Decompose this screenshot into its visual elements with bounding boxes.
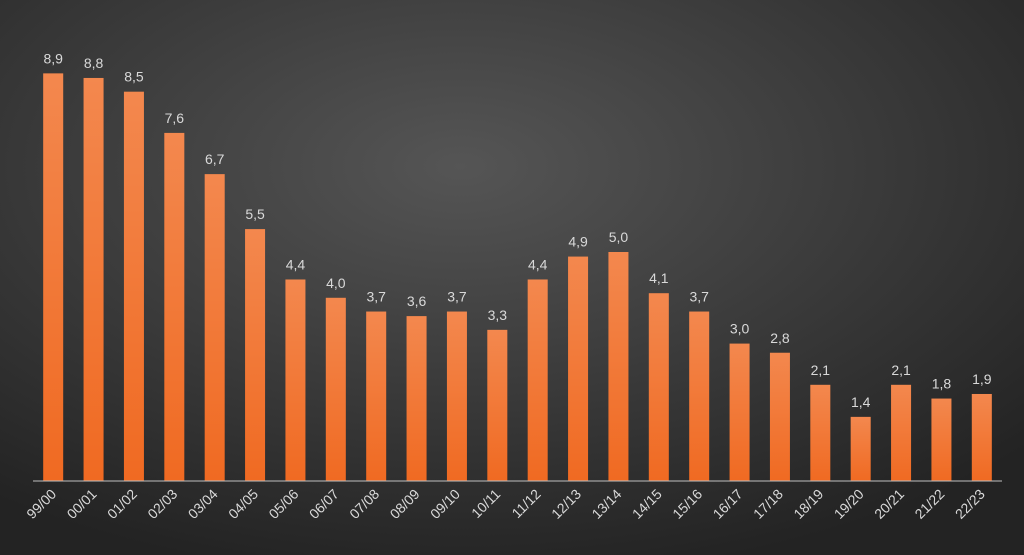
bar-shine: [769, 352, 790, 481]
data-label: 2,1: [811, 362, 831, 378]
bar-shine: [568, 256, 589, 481]
bar-shine: [204, 174, 225, 481]
bar-shine: [648, 293, 669, 481]
bar-shine: [43, 73, 64, 481]
data-label: 3,6: [407, 293, 427, 309]
bar-shine: [931, 398, 952, 481]
bar-shine: [810, 384, 831, 481]
data-label: 4,9: [568, 234, 588, 250]
data-label: 2,1: [891, 362, 911, 378]
bar-shine: [245, 229, 266, 481]
data-label: 8,9: [43, 50, 63, 66]
data-label: 4,0: [326, 275, 346, 291]
data-label: 3,7: [447, 289, 467, 305]
data-label: 4,4: [528, 256, 548, 272]
data-label: 1,4: [851, 394, 871, 410]
bar-shine: [446, 311, 467, 481]
data-label: 6,7: [205, 151, 225, 167]
data-label: 4,4: [286, 256, 306, 272]
data-label: 8,5: [124, 69, 144, 85]
data-label: 1,9: [972, 371, 992, 387]
bar-shine: [325, 297, 346, 481]
data-label: 5,0: [609, 229, 629, 245]
bar-shine: [366, 311, 387, 481]
data-label: 2,8: [770, 330, 790, 346]
bar-shine: [285, 279, 306, 481]
data-label: 3,7: [366, 289, 386, 305]
bar-shine: [123, 91, 144, 481]
bar-shine: [971, 393, 992, 481]
bar-shine: [406, 316, 427, 481]
data-label: 5,5: [245, 206, 265, 222]
bar-shine: [608, 252, 629, 481]
data-label: 8,8: [84, 55, 104, 71]
bar-shine: [689, 311, 710, 481]
bar-shine: [487, 329, 508, 481]
bar-shine: [83, 77, 104, 482]
data-label: 4,1: [649, 270, 669, 286]
bar-shine: [729, 343, 750, 481]
data-label: 3,7: [689, 289, 709, 305]
data-label: 1,8: [932, 376, 952, 392]
bar-shine: [527, 279, 548, 481]
data-label: 7,6: [165, 110, 185, 126]
bar-shine: [891, 384, 912, 481]
data-label: 3,0: [730, 321, 750, 337]
data-label: 3,3: [488, 307, 508, 323]
bar-shine: [850, 416, 871, 481]
bar-shine: [164, 132, 185, 482]
